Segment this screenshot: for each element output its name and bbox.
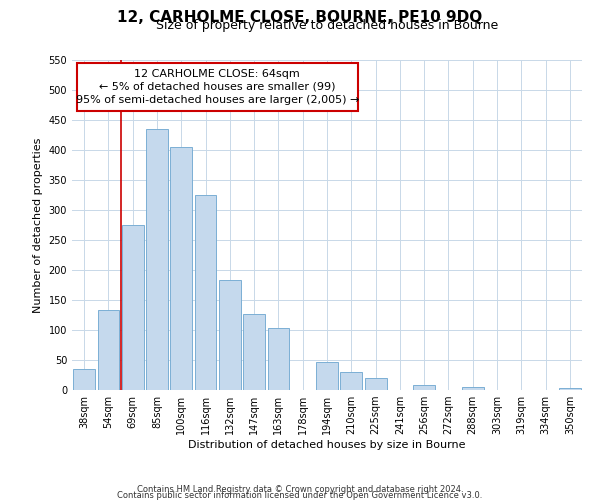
X-axis label: Distribution of detached houses by size in Bourne: Distribution of detached houses by size …: [188, 440, 466, 450]
Text: 95% of semi-detached houses are larger (2,005) →: 95% of semi-detached houses are larger (…: [76, 94, 359, 104]
Bar: [170, 147, 192, 390]
Text: Contains HM Land Registry data © Crown copyright and database right 2024.: Contains HM Land Registry data © Crown c…: [137, 484, 463, 494]
Text: 12 CARHOLME CLOSE: 64sqm: 12 CARHOLME CLOSE: 64sqm: [134, 69, 300, 79]
Title: Size of property relative to detached houses in Bourne: Size of property relative to detached ho…: [156, 20, 498, 32]
Text: 12, CARHOLME CLOSE, BOURNE, PE10 9DQ: 12, CARHOLME CLOSE, BOURNE, PE10 9DQ: [118, 10, 482, 25]
Bar: [413, 385, 435, 390]
Bar: [462, 387, 484, 390]
Y-axis label: Number of detached properties: Number of detached properties: [33, 138, 43, 312]
Bar: [97, 310, 119, 390]
Bar: [316, 362, 338, 390]
Bar: [559, 388, 581, 390]
Bar: [219, 280, 241, 390]
Bar: [146, 129, 168, 390]
FancyBboxPatch shape: [77, 64, 358, 111]
Bar: [122, 225, 143, 390]
Bar: [340, 372, 362, 390]
Bar: [194, 195, 217, 390]
Text: ← 5% of detached houses are smaller (99): ← 5% of detached houses are smaller (99): [99, 82, 335, 92]
Text: Contains public sector information licensed under the Open Government Licence v3: Contains public sector information licen…: [118, 490, 482, 500]
Bar: [365, 378, 386, 390]
Bar: [268, 328, 289, 390]
Bar: [243, 314, 265, 390]
Bar: [73, 369, 95, 390]
